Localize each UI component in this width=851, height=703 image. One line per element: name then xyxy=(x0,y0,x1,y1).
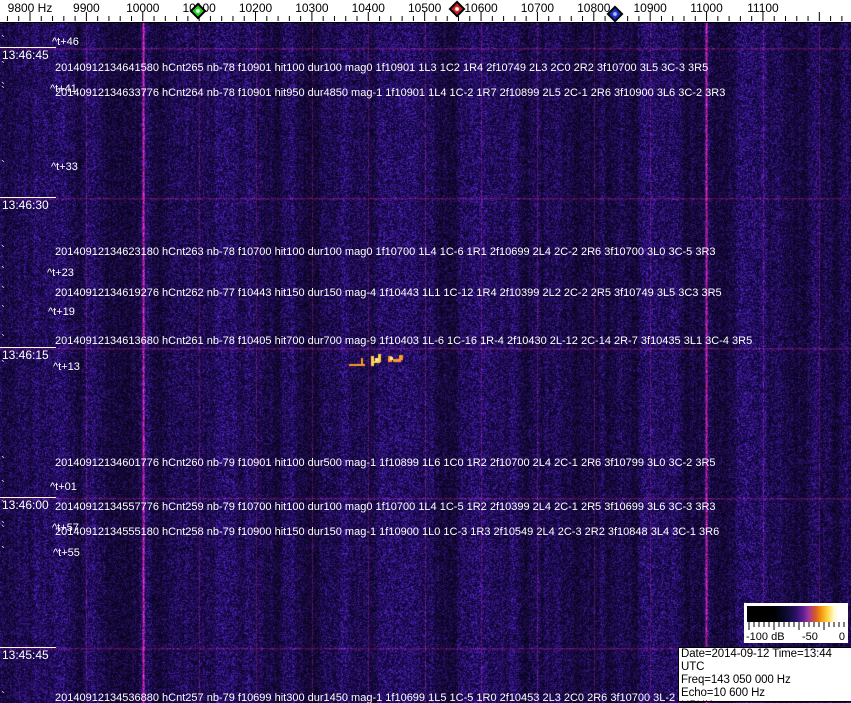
time-label: 13:46:30 xyxy=(2,198,49,212)
marker-blue-diamond[interactable] xyxy=(609,8,621,20)
event-edge-mark: ` xyxy=(1,526,5,534)
freq-label: 10600 xyxy=(464,1,497,15)
diamond-icon xyxy=(607,6,624,23)
freq-label: 10400 xyxy=(352,1,385,15)
annotation-label: ^t+19 xyxy=(48,306,75,318)
detection-log-line: 20140912134557776 hCnt259 nb-79 f10700 h… xyxy=(55,501,716,513)
info-station-id: HPHK xyxy=(681,700,850,702)
event-edge-mark: ` xyxy=(1,481,5,489)
freq-label: 11100 xyxy=(747,1,779,15)
detection-log-line: 20140912134555180 hCnt258 nb-79 f10900 h… xyxy=(55,526,719,538)
freq-label: 10900 xyxy=(633,1,666,15)
freq-label: 10500 xyxy=(408,1,441,15)
freq-label: 9800 Hz xyxy=(8,1,53,15)
freq-label: 9900 xyxy=(73,1,100,15)
event-edge-mark: ` xyxy=(1,246,5,254)
event-edge-mark: ` xyxy=(1,87,5,95)
annotation-label: ^t+23 xyxy=(47,267,74,279)
db-label-mid: -50 xyxy=(802,631,818,643)
time-label: 13:46:00 xyxy=(2,498,49,512)
event-edge-mark: ` xyxy=(1,335,5,343)
time-label: 13:46:15 xyxy=(2,348,49,362)
annotation-label: ^t+33 xyxy=(51,161,78,173)
event-edge-mark: ` xyxy=(1,267,5,275)
event-edge-mark: ` xyxy=(1,501,5,509)
spectrogram-canvas[interactable] xyxy=(0,22,851,703)
detection-log-line: 20140912134613680 hCnt261 nb-78 f10405 h… xyxy=(55,335,752,347)
freq-label: 10200 xyxy=(239,1,272,15)
diamond-icon xyxy=(190,3,207,20)
marker-green-diamond[interactable] xyxy=(192,5,204,17)
event-edge-mark: ` xyxy=(1,361,5,369)
db-color-scale: -100 dB -50 0 xyxy=(744,603,848,643)
freq-label: 10700 xyxy=(521,1,554,15)
annotation-label: ^t+46 xyxy=(52,36,79,48)
marker-red-diamond[interactable] xyxy=(451,3,463,15)
info-echo-offset: Echo=10 600 Hz xyxy=(681,687,850,700)
annotation-label: ^t+13 xyxy=(53,361,80,373)
detection-log-line: 20140912134641580 hCnt265 nb-78 f10901 h… xyxy=(55,62,708,74)
annotation-label: ^t+55 xyxy=(53,547,80,559)
event-edge-mark: ` xyxy=(1,287,5,295)
detection-log-line: 20140912134536880 hCnt257 nb-79 f10699 h… xyxy=(55,692,692,703)
diamond-icon xyxy=(449,1,466,18)
info-date-time: Date=2014-09-12 Time=13:44 UTC xyxy=(681,648,850,674)
time-label: 13:45:45 xyxy=(2,648,49,662)
color-scale-ticks xyxy=(747,622,845,631)
freq-label: 10000 xyxy=(126,1,159,15)
event-edge-mark: ` xyxy=(1,457,5,465)
db-label-min: -100 dB xyxy=(746,631,785,643)
detection-log-line: 20140912134619276 hCnt262 nb-77 f10443 h… xyxy=(55,287,722,299)
event-edge-mark: ` xyxy=(1,161,5,169)
spectrogram-window: 9800 Hz990010000101001020010300104001050… xyxy=(0,0,851,703)
annotation-label: ^t+01 xyxy=(50,481,77,493)
freq-label: 11000 xyxy=(690,1,722,15)
status-info-box: Date=2014-09-12 Time=13:44 UTC Freq=143 … xyxy=(678,647,851,702)
event-edge-mark: ` xyxy=(1,547,5,555)
freq-label: 10800 xyxy=(577,1,610,15)
freq-label: 10300 xyxy=(295,1,328,15)
time-label: 13:46:45 xyxy=(2,48,49,62)
info-frequency: Freq=143 050 000 Hz xyxy=(681,674,850,687)
frequency-axis: 9800 Hz990010000101001020010300104001050… xyxy=(0,0,851,23)
color-gradient-bar xyxy=(747,606,845,622)
event-edge-mark: ` xyxy=(1,36,5,44)
detection-log-line: 20140912134633776 hCnt264 nb-78 f10901 h… xyxy=(55,87,725,99)
event-edge-mark: ` xyxy=(1,62,5,70)
detection-log-line: 20140912134601776 hCnt260 nb-79 f10901 h… xyxy=(55,457,716,469)
event-edge-mark: ` xyxy=(1,692,5,700)
db-label-max: 0 xyxy=(839,631,845,643)
event-edge-mark: ` xyxy=(1,306,5,314)
detection-log-line: 20140912134623180 hCnt263 nb-78 f10700 h… xyxy=(55,246,716,258)
